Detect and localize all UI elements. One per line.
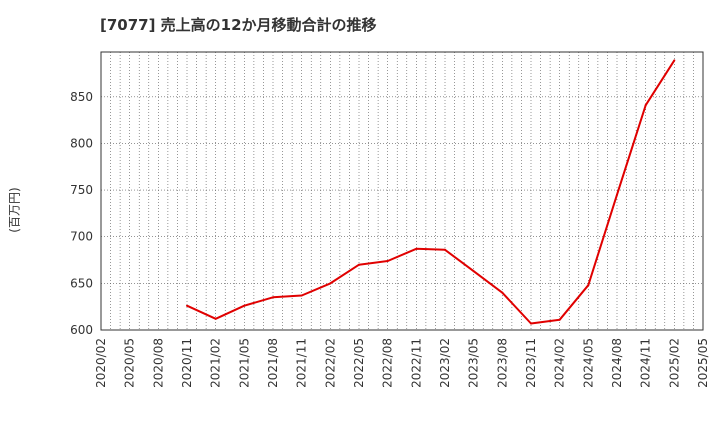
- data-point: [587, 284, 590, 287]
- x-tick-label: 2024/08: [610, 338, 624, 388]
- data-point: [272, 296, 274, 299]
- x-tick-label: 2024/05: [581, 338, 595, 388]
- x-tick-label: 2024/02: [553, 338, 567, 388]
- y-tick-label: 700: [70, 230, 93, 244]
- data-point: [444, 248, 446, 251]
- x-axis: 2020/02 2020/05 2020/08 2020/11 2021/02 2021/…: [94, 338, 710, 388]
- y-axis: 600 650 700 750 800 850: [70, 90, 93, 337]
- data-point: [644, 104, 647, 107]
- x-tick-label: 2021/08: [266, 338, 280, 388]
- data-point: [415, 247, 418, 250]
- data-point: [472, 270, 475, 273]
- x-tick-label: 2025/02: [667, 338, 681, 388]
- x-tick-label: 2022/02: [323, 338, 337, 388]
- plot-frame: [100, 51, 704, 331]
- data-point: [530, 322, 532, 325]
- data-point: [300, 294, 303, 297]
- y-tick-label: 800: [70, 136, 93, 150]
- x-tick-label: 2023/08: [495, 338, 509, 388]
- x-tick-label: 2024/11: [639, 338, 653, 388]
- data-point: [358, 263, 360, 266]
- x-tick-label: 2022/08: [381, 338, 395, 388]
- data-point: [673, 59, 676, 62]
- grid: [101, 52, 703, 330]
- x-tick-label: 2023/11: [524, 338, 538, 388]
- x-tick-label: 2021/11: [295, 338, 309, 388]
- y-tick-label: 600: [70, 323, 93, 337]
- x-tick-label: 2022/11: [409, 338, 423, 388]
- data-point: [501, 291, 504, 294]
- x-tick-label: 2023/02: [438, 338, 452, 388]
- x-tick-label: 2020/11: [180, 338, 194, 388]
- data-point: [214, 317, 217, 320]
- data-point: [616, 193, 618, 196]
- x-tick-label: 2020/02: [94, 338, 108, 388]
- x-tick-label: 2021/05: [237, 338, 251, 388]
- data-point: [329, 282, 332, 285]
- x-tick-label: 2020/08: [151, 338, 165, 388]
- x-tick-label: 2020/05: [123, 338, 137, 388]
- data-point: [386, 259, 389, 262]
- series-layer: [186, 59, 676, 325]
- x-tick-label: 2023/05: [467, 338, 481, 388]
- series-line: [186, 59, 676, 325]
- chart-title: [7077] 売上高の12か月移動合計の推移: [100, 16, 377, 34]
- y-tick-label: 750: [70, 183, 93, 197]
- y-tick-label: 650: [70, 276, 93, 290]
- x-tick-label: 2025/05: [696, 338, 710, 388]
- data-point: [186, 304, 188, 307]
- y-tick-label: 850: [70, 90, 93, 104]
- x-tick-label: 2022/05: [352, 338, 366, 388]
- data-point: [558, 318, 561, 321]
- data-point: [243, 304, 246, 307]
- x-tick-label: 2021/02: [209, 338, 223, 388]
